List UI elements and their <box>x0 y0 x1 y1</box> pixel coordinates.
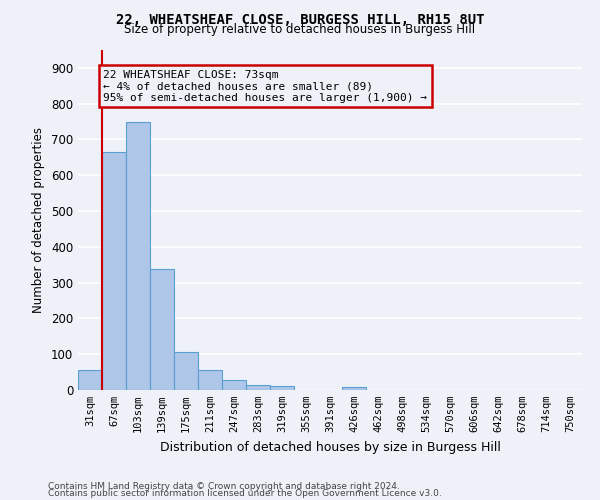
Bar <box>222 380 246 390</box>
Bar <box>342 387 366 390</box>
Bar <box>270 386 294 390</box>
Text: 22 WHEATSHEAF CLOSE: 73sqm
← 4% of detached houses are smaller (89)
95% of semi-: 22 WHEATSHEAF CLOSE: 73sqm ← 4% of detac… <box>103 70 427 103</box>
Bar <box>174 352 198 390</box>
Bar <box>126 122 150 390</box>
Bar <box>246 386 270 390</box>
Bar <box>150 269 174 390</box>
Y-axis label: Number of detached properties: Number of detached properties <box>32 127 46 313</box>
Text: Size of property relative to detached houses in Burgess Hill: Size of property relative to detached ho… <box>124 22 476 36</box>
Text: 22, WHEATSHEAF CLOSE, BURGESS HILL, RH15 8UT: 22, WHEATSHEAF CLOSE, BURGESS HILL, RH15… <box>116 12 484 26</box>
Text: Contains HM Land Registry data © Crown copyright and database right 2024.: Contains HM Land Registry data © Crown c… <box>48 482 400 491</box>
X-axis label: Distribution of detached houses by size in Burgess Hill: Distribution of detached houses by size … <box>160 440 500 454</box>
Bar <box>198 370 222 390</box>
Bar <box>78 370 102 390</box>
Text: Contains public sector information licensed under the Open Government Licence v3: Contains public sector information licen… <box>48 488 442 498</box>
Bar <box>102 152 126 390</box>
